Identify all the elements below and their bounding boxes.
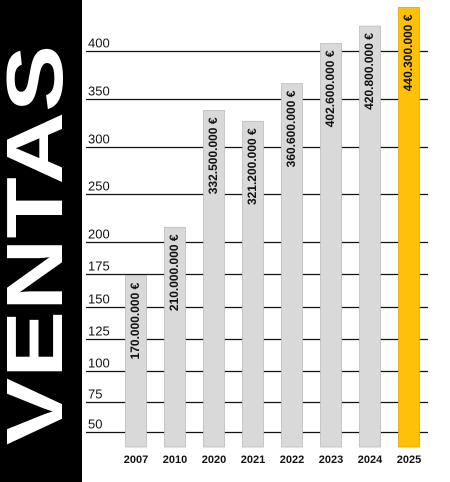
- bar-value-label-2021: 321.200.000 €: [245, 128, 259, 205]
- bars: [125, 7, 420, 448]
- y-tick-label-300: 300: [88, 132, 110, 147]
- bar-value-label-2020: 332.500.000 €: [206, 117, 220, 194]
- category-label-2007: 2007: [124, 454, 148, 466]
- category-label-2010: 2010: [163, 454, 187, 466]
- category-label-2025: 2025: [397, 454, 421, 466]
- y-tick-label-350: 350: [88, 84, 110, 99]
- y-tick-label-175: 175: [88, 259, 110, 274]
- category-label-2024: 2024: [358, 454, 383, 466]
- y-tick-label-100: 100: [88, 356, 110, 371]
- side-title-panel: [0, 0, 82, 482]
- category-label-2021: 2021: [241, 454, 265, 466]
- category-labels: 2007 2010 2020 2021 2022 2023 2024 2025: [124, 454, 421, 466]
- category-label-2023: 2023: [319, 454, 343, 466]
- side-title: VENTAS: [0, 45, 79, 445]
- y-tick-label-75: 75: [88, 387, 102, 402]
- bar-2021: [242, 120, 264, 448]
- bar-2020: [203, 110, 225, 448]
- y-tick-label-400: 400: [88, 36, 110, 51]
- bar-value-label-2007: 170.000.000 €: [128, 282, 142, 359]
- category-label-2022: 2022: [280, 454, 304, 466]
- y-tick-label-125: 125: [88, 324, 110, 339]
- bar-value-labels: 170.000.000 € 210.000.000 € 332.500.000 € 3…: [128, 14, 415, 359]
- category-label-2020: 2020: [202, 454, 226, 466]
- bar-2007: [125, 275, 147, 448]
- bar-value-label-2022: 360.600.000 €: [284, 90, 298, 167]
- bar-2023: [320, 43, 342, 448]
- y-tick-label-200: 200: [88, 227, 110, 242]
- bar-2024: [359, 25, 381, 448]
- y-tick-labels: 50 75 100 125 150 175 200 250 300 350 400: [88, 36, 110, 432]
- bar-value-label-2025: 440.300.000 €: [401, 14, 415, 91]
- bar-2022: [281, 83, 303, 448]
- bar-2025: [398, 7, 420, 448]
- y-tick-label-250: 250: [88, 179, 110, 194]
- bar-value-label-2010: 210.000.000 €: [167, 234, 181, 311]
- y-tick-label-150: 150: [88, 292, 110, 307]
- bar-2010: [164, 226, 186, 448]
- bar-value-label-2023: 402.600.000 €: [323, 50, 337, 127]
- bar-value-label-2024: 420.800.000 €: [362, 33, 376, 110]
- y-tick-label-50: 50: [88, 417, 102, 432]
